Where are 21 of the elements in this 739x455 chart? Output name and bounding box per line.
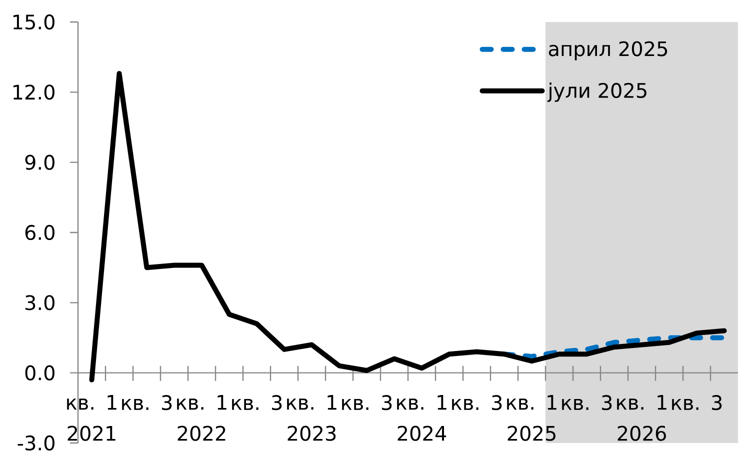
x-tick-label: кв. 1 2025 bbox=[507, 395, 556, 441]
x-tick-label: кв. 1 2026 bbox=[617, 395, 666, 441]
y-tick-label: 6.0 bbox=[25, 224, 54, 240]
y-tick-label: 3.0 bbox=[26, 295, 54, 310]
y-tick-label: 15.0 bbox=[13, 14, 54, 30]
x-tick-label: кв. 1 2024 bbox=[397, 395, 446, 441]
legend-label: јули 2025 bbox=[547, 82, 646, 102]
x-tick-label: кв. 3 bbox=[672, 395, 722, 410]
x-tick-label: кв. 3 bbox=[122, 395, 172, 410]
x-tick-label: кв. 1 2021 bbox=[67, 395, 116, 441]
y-tick-label: -3.0 bbox=[18, 435, 54, 451]
x-tick-label: кв. 3 bbox=[342, 395, 392, 410]
x-tick-label: кв. 1 2023 bbox=[287, 395, 336, 441]
y-tick-label: 12.0 bbox=[13, 84, 54, 100]
y-tick-label: 0.0 bbox=[25, 365, 54, 380]
x-tick-label: кв. 3 bbox=[452, 395, 502, 410]
x-tick-label: кв. 1 2022 bbox=[177, 395, 226, 441]
y-tick-label: 9.0 bbox=[25, 154, 54, 170]
x-tick-label: кв. 3 bbox=[232, 395, 282, 410]
legend-label: април 2025 bbox=[548, 41, 668, 60]
x-tick-label: кв. 3 bbox=[562, 395, 612, 410]
